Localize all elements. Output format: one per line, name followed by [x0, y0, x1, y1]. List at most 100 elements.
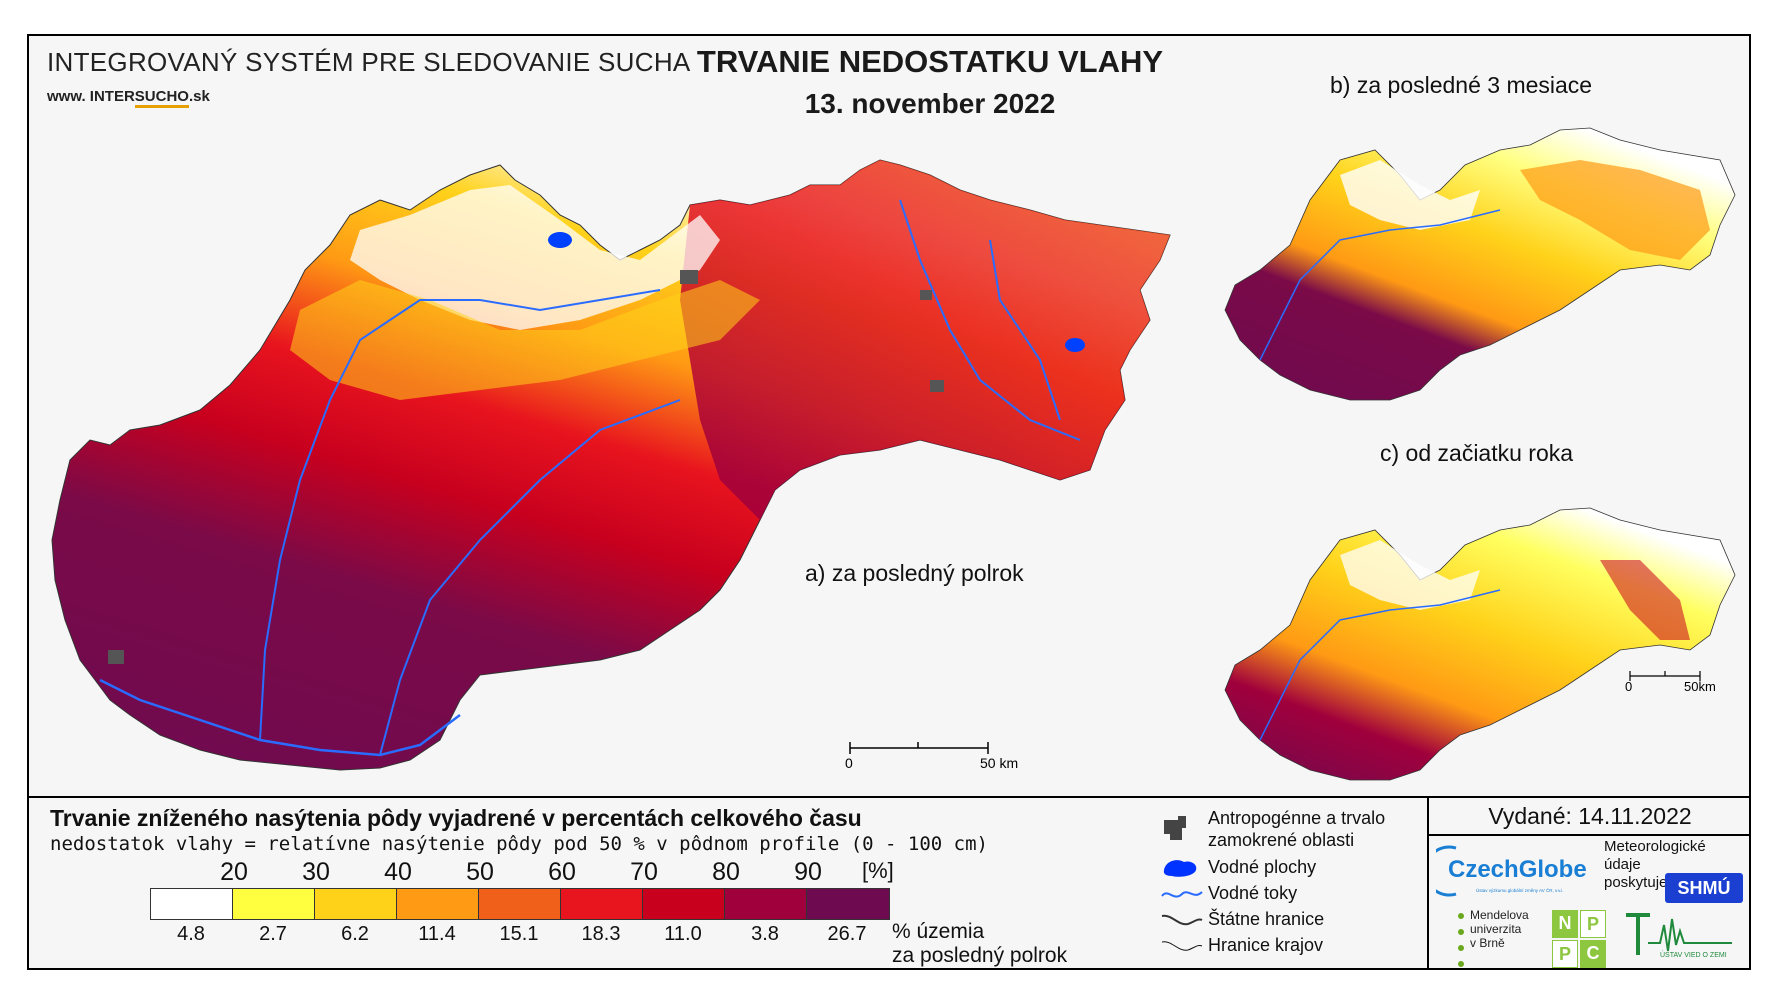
- c-east-red: [1600, 560, 1690, 640]
- b-river: [1259, 209, 1501, 361]
- scale-bar-main: [849, 742, 989, 754]
- urban-area-presov: [920, 290, 932, 300]
- state-border-label: Štátne hranice: [1208, 909, 1325, 929]
- river-hron: [379, 399, 681, 756]
- uvz-text: ÚSTAV VIED O ZEMI: [1660, 950, 1727, 959]
- color-swatch: [725, 889, 807, 919]
- legend-tick: 50: [466, 858, 494, 886]
- color-swatch: [561, 889, 643, 919]
- percent-label-line1: % územia: [892, 920, 985, 943]
- map-a-label: a) za posledný polrok: [805, 560, 1024, 586]
- urban-symbol-icon: [1164, 816, 1186, 840]
- color-swatch: [643, 889, 725, 919]
- c-north-white: [1340, 540, 1480, 610]
- czechglobe-sub: Ústav výzkumu globální změny AV ČR, v.v.…: [1476, 887, 1564, 893]
- urban-legend-label: Antropogénne a trvalo zamokrené oblasti: [1208, 807, 1385, 851]
- river-symbol-icon: [1161, 891, 1203, 898]
- npc-letter: C: [1580, 940, 1606, 968]
- shmu-logo: SHMÚ: [1665, 873, 1743, 903]
- scale-main-start: 0: [845, 755, 853, 771]
- urban-area-north: [680, 270, 698, 284]
- water-bodies-label: Vodné plochy: [1208, 857, 1317, 877]
- website-link[interactable]: www. INTERSUCHO.sk: [47, 88, 210, 108]
- north-highlands-a: [350, 185, 720, 330]
- czechglobe-logo: CzechGlobe Ústav výzkumu globální změny …: [1436, 845, 1587, 897]
- legend-percent: 2.7: [259, 923, 287, 945]
- legend-percent: 11.0: [664, 923, 702, 945]
- main-title: TRVANIE NEDOSTATKU VLAHY: [696, 44, 1164, 79]
- legend-percent: 18.3: [581, 923, 621, 945]
- meteo-line2: údaje: [1604, 856, 1641, 873]
- map-b-label: b) za posledné 3 mesiace: [1330, 72, 1593, 98]
- slovakia-shape-b: [1224, 127, 1736, 401]
- meteo-line3: poskytuje:: [1604, 874, 1672, 891]
- c-river: [1259, 589, 1501, 741]
- legend-subtitle: nedostatok vlahy = relatívne nasýtenie p…: [50, 833, 988, 855]
- river-east-2: [989, 239, 1061, 421]
- legend-percent: 3.8: [751, 923, 779, 945]
- water-body-orava: [548, 232, 572, 248]
- water-body-sirava: [1065, 338, 1085, 352]
- scale-main-end: 50 km: [980, 755, 1018, 771]
- system-title: INTEGROVANÝ SYSTÉM PRE SLEDOVANIE SUCHA: [47, 47, 691, 77]
- mendel-university-logo: Mendelova univerzita v Brně: [1470, 908, 1529, 950]
- color-scale-bar: [150, 888, 890, 920]
- urban-label-line1: Antropogénne a trvalo: [1208, 808, 1386, 828]
- npc-letter: N: [1552, 910, 1578, 938]
- color-swatch: [233, 889, 315, 919]
- water-body-symbol-icon: [1163, 860, 1197, 877]
- scale-small-end: 50km: [1684, 679, 1716, 694]
- map-date: 13. november 2022: [804, 88, 1056, 119]
- legend-title: Trvanie zníženého nasýtenia pôdy vyjadre…: [50, 805, 862, 831]
- meteo-provider-label: Meteorologické údaje poskytuje:: [1604, 838, 1706, 892]
- color-swatch: [397, 889, 479, 919]
- mendel-dots-icon: [1458, 913, 1464, 967]
- legend-percent: 15.1: [499, 923, 539, 945]
- legend-tick: 30: [302, 858, 330, 886]
- color-swatch: [315, 889, 397, 919]
- slovakia-shape-c: [1224, 507, 1736, 781]
- mendel-line3: v Brně: [1470, 936, 1505, 950]
- legend-percent: 6.2: [341, 923, 369, 945]
- legend-tick: 60: [548, 858, 576, 886]
- region-border-label: Hranice krajov: [1208, 935, 1324, 955]
- npc-letter: P: [1580, 910, 1606, 938]
- legend-percent: 26.7: [827, 923, 867, 945]
- legend-tick: 90: [794, 858, 822, 886]
- rivers-label: Vodné toky: [1208, 883, 1298, 903]
- legend-percent: 4.8: [177, 923, 205, 945]
- uvz-logo: ÚSTAV VIED O ZEMI: [1626, 913, 1732, 959]
- legend-tick: 40: [384, 858, 412, 886]
- legend-tick: 70: [630, 858, 658, 886]
- legend-tick: 20: [220, 858, 248, 886]
- b-east-orange: [1520, 160, 1710, 260]
- urban-label-line2: zamokrené oblasti: [1208, 830, 1355, 850]
- czechglobe-name: CzechGlobe: [1448, 856, 1587, 883]
- east-overlay-a: [680, 160, 1170, 520]
- percent-territory-label: % územia za posledný polrok: [892, 920, 1067, 968]
- scale-bar-small: [1629, 671, 1701, 681]
- region-border-symbol-icon: [1161, 941, 1203, 951]
- www-part2: SUCHO: [134, 88, 189, 108]
- b-north-white: [1340, 160, 1480, 230]
- meteo-line1: Meteorologické: [1604, 838, 1706, 855]
- issued-divider: [1427, 834, 1751, 836]
- www-part1: INTER: [89, 88, 135, 105]
- legend-unit: [%]: [862, 858, 894, 883]
- npc-logo: N P P C: [1552, 910, 1606, 968]
- issued-date: Vydané: 14.11.2022: [1488, 803, 1692, 829]
- legend-panel: [27, 796, 1751, 972]
- color-swatch: [479, 889, 561, 919]
- scale-small-start-b: 0: [1625, 679, 1632, 694]
- npc-letter: P: [1552, 940, 1578, 968]
- credits-divider: [1427, 796, 1429, 970]
- urban-area-kosice: [930, 380, 944, 392]
- river-vah: [259, 289, 661, 741]
- color-swatch: [807, 889, 889, 919]
- legend-percent: 11.4: [418, 923, 456, 945]
- color-swatch: [151, 889, 233, 919]
- www-suffix: .sk: [188, 88, 210, 105]
- legend-tick: 80: [712, 858, 740, 886]
- river-danube: [99, 678, 461, 757]
